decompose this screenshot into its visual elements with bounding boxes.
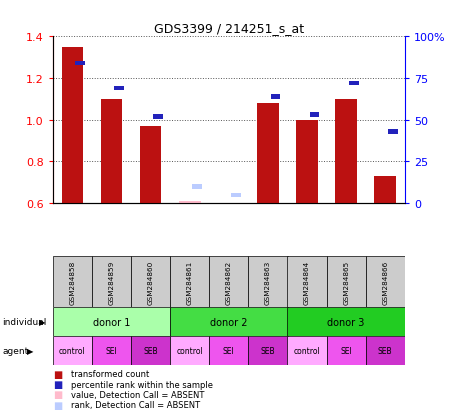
Bar (209, 337, 248, 366)
Bar (192, 185, 202, 190)
Text: GSM284860: GSM284860 (147, 260, 153, 304)
Title: GDS3399 / 214251_s_at: GDS3399 / 214251_s_at (153, 21, 303, 35)
Bar (335, 100, 356, 204)
Bar (101, 100, 122, 204)
Bar (257, 104, 278, 204)
Bar (53, 256, 92, 308)
Text: SEB: SEB (143, 347, 157, 356)
Bar (131, 256, 170, 308)
Bar (92, 256, 131, 308)
Text: GSM284859: GSM284859 (108, 260, 114, 304)
Bar (248, 256, 287, 308)
Text: agent: agent (2, 347, 28, 356)
Text: SEI: SEI (223, 347, 234, 356)
Bar (170, 337, 209, 366)
Bar (287, 337, 326, 366)
Bar (153, 115, 162, 119)
Bar (53, 337, 92, 366)
Text: GSM284864: GSM284864 (303, 260, 309, 304)
Bar (92, 337, 131, 366)
Bar (170, 256, 209, 308)
Text: ■: ■ (53, 389, 62, 399)
Text: ■: ■ (53, 379, 62, 389)
Text: GSM284861: GSM284861 (186, 260, 192, 304)
Text: ■: ■ (53, 369, 62, 379)
Bar (75, 62, 84, 66)
Bar (296, 121, 317, 204)
Bar (170, 308, 287, 337)
Text: control: control (293, 347, 320, 356)
Bar (53, 308, 170, 337)
Text: individual: individual (2, 318, 46, 327)
Bar (326, 337, 365, 366)
Text: donor 2: donor 2 (210, 317, 247, 327)
Bar (287, 308, 404, 337)
Bar (374, 177, 395, 204)
Bar (140, 127, 161, 204)
Text: SEI: SEI (340, 347, 351, 356)
Bar (62, 47, 83, 204)
Text: GSM284863: GSM284863 (264, 260, 270, 304)
Text: ▶: ▶ (39, 318, 45, 327)
Bar (248, 337, 287, 366)
Text: ■: ■ (53, 400, 62, 410)
Text: GSM284862: GSM284862 (225, 260, 231, 304)
Bar (179, 201, 200, 204)
Text: control: control (59, 347, 86, 356)
Text: donor 3: donor 3 (327, 317, 364, 327)
Bar (387, 130, 397, 135)
Text: GSM284865: GSM284865 (342, 260, 348, 304)
Text: SEB: SEB (260, 347, 274, 356)
Bar (309, 113, 319, 118)
Bar (231, 193, 241, 198)
Text: GSM284866: GSM284866 (381, 260, 387, 304)
Bar (365, 337, 404, 366)
Text: ▶: ▶ (27, 347, 33, 356)
Text: percentile rank within the sample: percentile rank within the sample (71, 380, 213, 389)
Bar (326, 256, 365, 308)
Text: donor 1: donor 1 (93, 317, 130, 327)
Text: SEI: SEI (106, 347, 117, 356)
Text: control: control (176, 347, 203, 356)
Bar (131, 337, 170, 366)
Bar (365, 256, 404, 308)
Bar (348, 81, 358, 86)
Text: value, Detection Call = ABSENT: value, Detection Call = ABSENT (71, 390, 204, 399)
Text: SEB: SEB (377, 347, 392, 356)
Bar (287, 256, 326, 308)
Text: rank, Detection Call = ABSENT: rank, Detection Call = ABSENT (71, 400, 200, 409)
Text: transformed count: transformed count (71, 369, 149, 378)
Text: GSM284858: GSM284858 (69, 260, 75, 304)
Bar (114, 86, 123, 91)
Bar (270, 95, 280, 100)
Bar (209, 256, 248, 308)
